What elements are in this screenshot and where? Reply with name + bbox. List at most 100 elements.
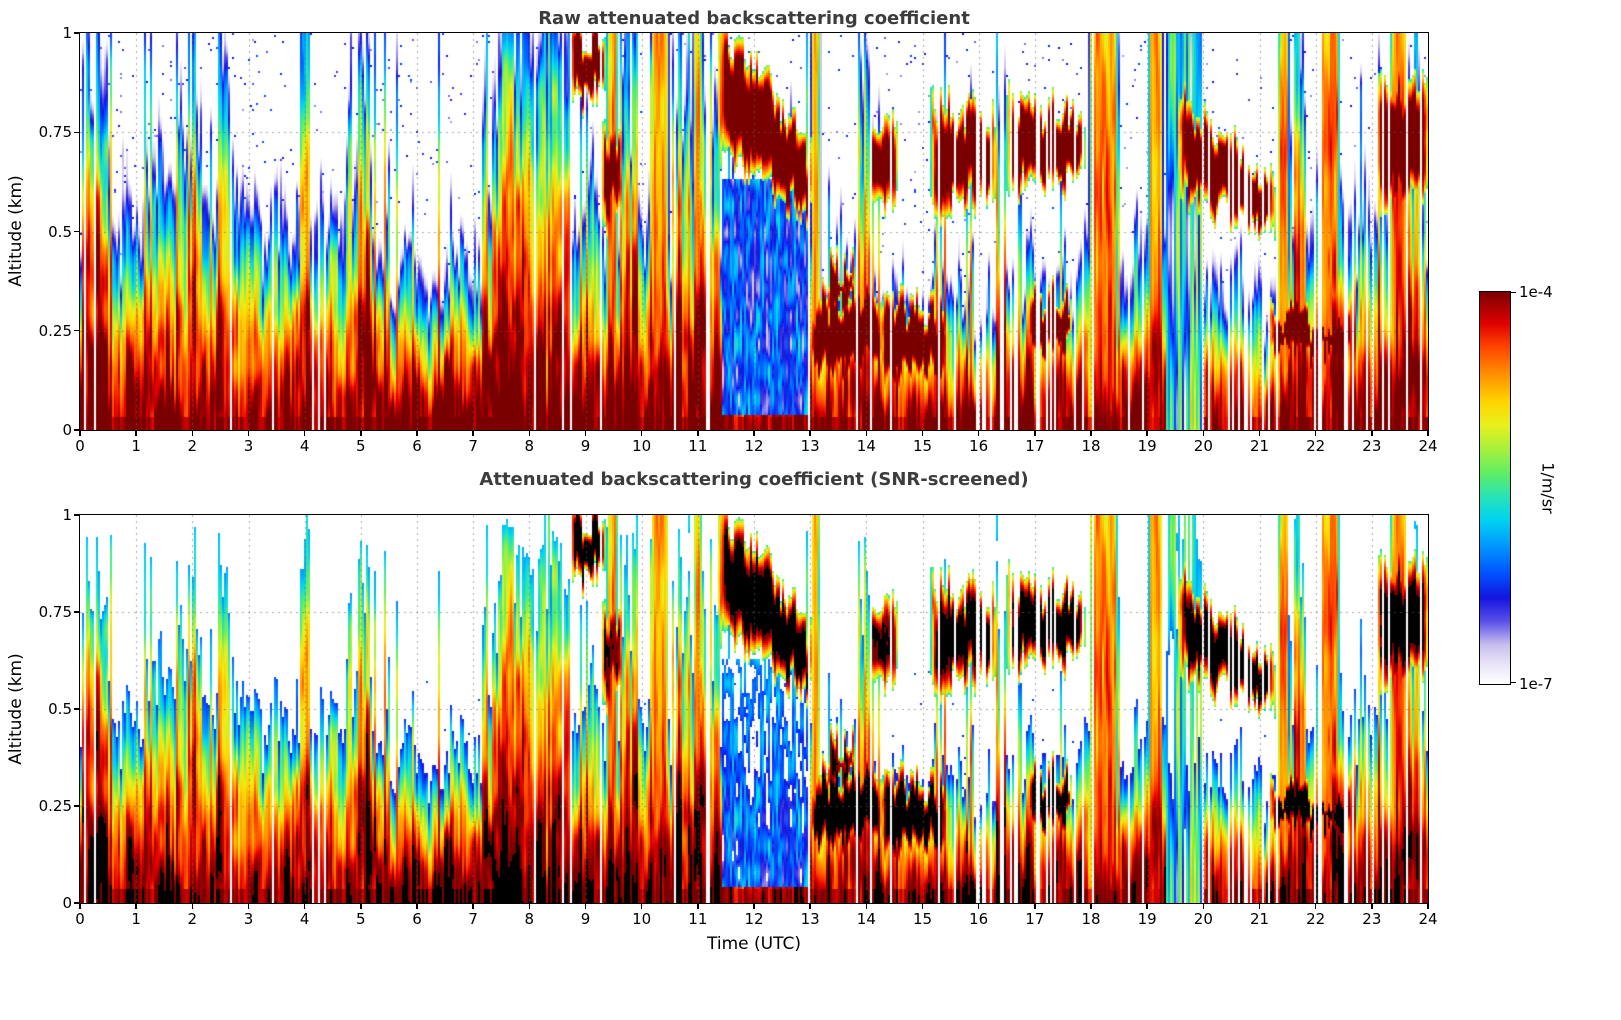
x-tick-label: 3: [243, 437, 254, 455]
x-tick-mark: [977, 904, 980, 909]
x-tick-label: 19: [1137, 910, 1157, 928]
x-tick-mark: [135, 904, 137, 909]
x-tick-label: 0: [75, 910, 85, 928]
x-tick-label: 23: [1362, 437, 1382, 455]
x-tick-mark: [753, 431, 755, 436]
x-tick-label: 3: [243, 910, 254, 928]
x-tick-mark: [1427, 431, 1429, 436]
x-tick-mark: [360, 904, 362, 909]
x-tick-label: 15: [912, 910, 933, 928]
x-tick-mark: [1034, 904, 1036, 909]
y-tick-mark: [74, 131, 79, 133]
x-tick-mark: [247, 431, 250, 436]
x-tick-mark: [697, 904, 699, 909]
x-tick-mark: [640, 904, 643, 909]
x-tick-label: 20: [1193, 437, 1213, 455]
x-tick-mark: [135, 431, 137, 436]
x-tick-mark: [865, 904, 868, 909]
x-tick-mark: [360, 431, 362, 436]
x-tick-label: 0: [75, 437, 85, 455]
x-tick-label: 6: [412, 437, 422, 455]
panel2-heatmap: [80, 515, 1428, 903]
y-tick-label: 0.75: [38, 603, 72, 621]
y-tick-mark: [74, 514, 79, 516]
x-tick-mark: [247, 904, 250, 909]
x-tick-label: 24: [1418, 910, 1438, 928]
x-tick-label: 16: [969, 437, 989, 455]
panel2-title: Attenuated backscattering coefficient (S…: [479, 469, 1029, 490]
x-tick-label: 17: [1025, 910, 1045, 928]
x-tick-mark: [584, 431, 587, 436]
x-tick-label: 12: [744, 437, 764, 455]
x-tick-label: 1: [131, 437, 141, 455]
x-tick-mark: [1258, 904, 1261, 909]
x-tick-mark: [809, 431, 811, 436]
panel1-plot-area: [79, 32, 1429, 431]
x-tick-mark: [191, 431, 194, 436]
x-tick-label: 18: [1081, 437, 1101, 455]
y-tick-mark: [74, 805, 79, 807]
x-tick-label: 16: [969, 910, 989, 928]
x-tick-label: 15: [912, 437, 933, 455]
x-tick-label: 11: [688, 437, 708, 455]
x-tick-label: 22: [1306, 437, 1326, 455]
x-tick-label: 12: [744, 910, 764, 928]
x-tick-mark: [1146, 431, 1148, 436]
x-tick-label: 7: [468, 910, 478, 928]
y-tick-label: 0.75: [38, 123, 72, 142]
colorbar-min-label: 1e-7: [1519, 675, 1553, 693]
x-tick-mark: [1371, 431, 1373, 436]
x-tick-mark: [303, 431, 306, 436]
x-tick-label: 8: [524, 910, 535, 928]
y-tick-mark: [74, 429, 79, 431]
y-tick-label: 0: [62, 421, 72, 439]
panel1-heatmap: [80, 33, 1428, 430]
x-tick-mark: [1034, 431, 1036, 436]
x-tick-label: 6: [412, 910, 422, 928]
y-tick-mark: [74, 32, 79, 34]
x-tick-mark: [921, 431, 924, 436]
y-tick-mark: [74, 611, 79, 613]
x-tick-label: 20: [1193, 910, 1213, 928]
x-tick-label: 8: [524, 437, 535, 455]
colorbar-max-label: 1e-4: [1519, 283, 1553, 301]
x-tick-label: 5: [356, 437, 366, 455]
x-tick-mark: [1427, 904, 1429, 909]
panel1-y-axis-label: Altitude (km): [6, 175, 26, 287]
panel2-y-axis-label: Altitude (km): [6, 653, 26, 765]
x-tick-label: 9: [580, 910, 591, 928]
x-tick-label: 14: [856, 437, 876, 455]
x-tick-mark: [79, 904, 81, 909]
y-tick-label: 0.5: [48, 700, 72, 718]
x-tick-label: 2: [187, 437, 198, 455]
y-tick-label: 1: [62, 506, 72, 524]
x-tick-mark: [865, 431, 868, 436]
x-tick-label: 21: [1249, 910, 1270, 928]
y-tick-label: 0.5: [48, 222, 72, 241]
x-axis-label: Time (UTC): [707, 934, 801, 954]
colorbar-units-label: 1/m/sr: [1538, 462, 1558, 514]
x-tick-mark: [472, 431, 474, 436]
x-tick-label: 4: [299, 437, 310, 455]
x-tick-label: 17: [1025, 437, 1045, 455]
x-tick-mark: [1090, 431, 1092, 436]
x-tick-label: 14: [856, 910, 876, 928]
x-tick-label: 4: [299, 910, 310, 928]
x-tick-label: 23: [1362, 910, 1382, 928]
x-tick-mark: [1202, 431, 1205, 436]
x-tick-mark: [809, 904, 811, 909]
x-tick-mark: [1258, 431, 1261, 436]
x-tick-mark: [584, 904, 587, 909]
x-tick-label: 5: [356, 910, 366, 928]
x-tick-label: 10: [632, 437, 652, 455]
y-tick-label: 0.25: [38, 321, 72, 340]
x-tick-label: 13: [800, 910, 820, 928]
colorbar-min-tick: [1511, 682, 1516, 684]
y-tick-label: 0.25: [38, 797, 72, 815]
x-tick-mark: [1090, 904, 1092, 909]
x-tick-mark: [528, 431, 531, 436]
x-tick-label: 13: [800, 437, 820, 455]
y-tick-label: 0: [62, 894, 72, 912]
x-tick-mark: [921, 904, 924, 909]
